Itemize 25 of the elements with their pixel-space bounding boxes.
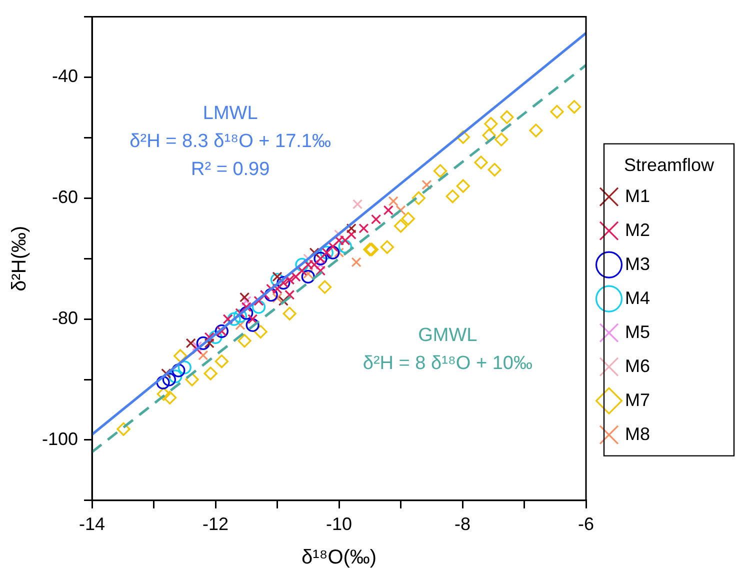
x-tick-label: -12 [202,514,229,534]
legend-label: M8 [625,424,650,444]
annotation: δ²H = 8 δ¹⁸O + 10‰ [362,353,532,374]
x-tick-label: -6 [578,514,594,534]
y-tick-label: -80 [52,308,78,328]
y-axis-title: δ²H(‰) [8,226,31,292]
legend-title: Streamflow [624,154,716,175]
y-tick-label: -100 [42,428,78,449]
annotation: R² = 0.99 [190,158,270,180]
y-tick-label: -60 [52,187,78,208]
text: GMWL [418,325,478,346]
legend-label: M3 [625,254,650,274]
text: LMWL [202,102,258,124]
x-tick-label: -8 [454,514,471,534]
annotation: δ²H = 8.3 δ¹⁸O + 17.1‰ [130,130,331,152]
x-axis-title: δ¹⁸O(‰) [301,546,377,569]
x-tick-label: -10 [326,514,352,534]
legend-label: M5 [625,322,650,342]
legend-label: M2 [625,220,650,240]
legend-label: M4 [625,288,650,308]
x-tick-label: -14 [79,514,106,534]
legend-label: M1 [625,186,650,206]
legend-label: M7 [625,390,650,410]
legend-label: M6 [625,356,650,376]
y-tick-label: -40 [52,66,78,86]
